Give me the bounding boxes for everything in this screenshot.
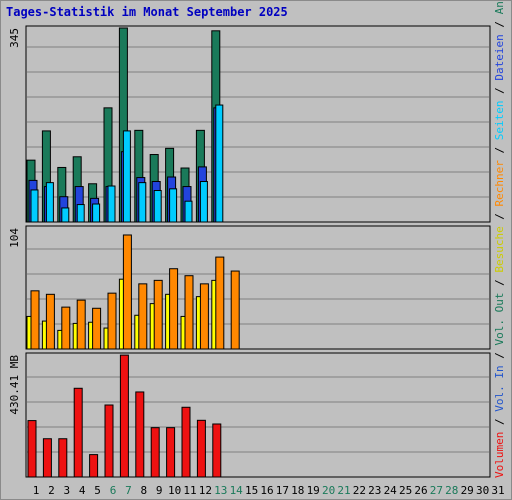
bar-requests-seiten-day-11 xyxy=(184,200,193,223)
x-tick-label-day-28: 28 xyxy=(445,484,458,497)
bar-visits-rechner-day-7 xyxy=(122,234,132,350)
bar-requests-seiten-day-5 xyxy=(92,203,101,223)
x-tick-label-day-17: 17 xyxy=(276,484,289,497)
bar-requests-seiten-day-12 xyxy=(199,181,208,223)
x-tick-label-day-9: 9 xyxy=(156,484,163,497)
bar-volume-volumen-day-7 xyxy=(119,354,129,478)
chart-title: Tages-Statistik im Monat September 2025 xyxy=(6,5,288,19)
bar-requests-seiten-day-4 xyxy=(76,204,85,223)
panel-volume xyxy=(25,352,491,478)
x-tick-label-day-21: 21 xyxy=(337,484,350,497)
legend-separator: / xyxy=(493,206,506,226)
bar-requests-seiten-day-6 xyxy=(107,185,116,223)
bar-volume-volumen-day-4 xyxy=(73,387,83,478)
legend-item-anfragen: Anfragen xyxy=(493,1,506,14)
bar-volume-volumen-day-6 xyxy=(104,404,114,478)
bar-visits-rechner-day-13 xyxy=(215,256,225,350)
bar-volume-volumen-day-3 xyxy=(58,438,68,478)
legend-item-seiten: Seiten xyxy=(493,100,506,140)
x-tick-label-day-5: 5 xyxy=(94,484,101,497)
panel-max-label-visits: 104 xyxy=(8,228,21,248)
bar-volume-volumen-day-12 xyxy=(196,419,206,478)
legend-item-volumen: Volumen xyxy=(493,432,506,478)
panel-visits xyxy=(25,225,491,350)
panel-max-label-requests: 345 xyxy=(8,28,21,48)
bar-visits-rechner-day-1 xyxy=(30,290,40,350)
bar-visits-rechner-day-3 xyxy=(61,306,71,350)
bar-volume-volumen-day-13 xyxy=(212,423,222,478)
bar-visits-rechner-day-10 xyxy=(169,268,179,350)
bar-volume-volumen-day-5 xyxy=(89,454,99,478)
bar-visits-rechner-day-14 xyxy=(230,270,240,350)
bar-requests-seiten-day-13 xyxy=(215,104,224,223)
x-tick-label-day-7: 7 xyxy=(125,484,132,497)
legend-separator: / xyxy=(493,140,506,160)
panel-requests xyxy=(25,25,491,223)
bar-requests-seiten-day-1 xyxy=(30,189,39,223)
bar-visits-rechner-day-9 xyxy=(153,279,163,350)
legend-item-besuche: Besuche xyxy=(493,226,506,272)
bar-requests-seiten-day-10 xyxy=(169,188,178,223)
bar-visits-rechner-day-5 xyxy=(92,307,102,350)
legend-separator: / xyxy=(493,14,506,34)
x-tick-label-day-8: 8 xyxy=(140,484,147,497)
bar-visits-rechner-day-8 xyxy=(138,283,148,350)
x-tick-label-day-10: 10 xyxy=(168,484,181,497)
legend-separator: / xyxy=(493,346,506,366)
x-tick-label-day-13: 13 xyxy=(214,484,227,497)
bar-volume-volumen-day-8 xyxy=(135,391,145,478)
x-tick-label-day-6: 6 xyxy=(110,484,117,497)
bar-visits-rechner-day-6 xyxy=(107,292,117,350)
x-tick-label-day-2: 2 xyxy=(48,484,55,497)
x-tick-label-day-22: 22 xyxy=(353,484,366,497)
bar-volume-volumen-day-9 xyxy=(150,427,160,478)
legend-separator: / xyxy=(493,273,506,293)
x-tick-label-day-19: 19 xyxy=(307,484,320,497)
x-tick-label-day-12: 12 xyxy=(199,484,212,497)
x-tick-label-day-20: 20 xyxy=(322,484,335,497)
legend-separator: / xyxy=(493,412,506,432)
bar-requests-seiten-day-9 xyxy=(153,190,162,223)
x-tick-label-day-3: 3 xyxy=(63,484,70,497)
x-tick-label-day-29: 29 xyxy=(461,484,474,497)
x-tick-label-day-23: 23 xyxy=(368,484,381,497)
x-tick-label-day-18: 18 xyxy=(291,484,304,497)
x-tick-label-day-11: 11 xyxy=(183,484,196,497)
x-tick-label-day-15: 15 xyxy=(245,484,258,497)
legend-item-volin: Vol. In xyxy=(493,365,506,411)
x-tick-label-day-14: 14 xyxy=(230,484,244,497)
bar-volume-volumen-day-1 xyxy=(27,420,37,478)
bar-visits-rechner-day-2 xyxy=(45,293,55,350)
x-tick-label-day-24: 24 xyxy=(384,484,398,497)
legend-item-rechner: Rechner xyxy=(493,160,506,207)
legend: Volumen / Vol. In / Vol. Out / Besuche /… xyxy=(493,1,506,478)
bar-requests-seiten-day-2 xyxy=(45,182,54,223)
bar-visits-rechner-day-11 xyxy=(184,275,194,350)
legend-separator: / xyxy=(493,81,506,101)
x-tick-label-day-26: 26 xyxy=(414,484,427,497)
x-tick-label-day-16: 16 xyxy=(260,484,273,497)
bar-requests-seiten-day-8 xyxy=(138,182,147,223)
x-tick-label-day-27: 27 xyxy=(430,484,443,497)
x-tick-label-day-25: 25 xyxy=(399,484,412,497)
x-tick-label-day-1: 1 xyxy=(33,484,40,497)
bar-volume-volumen-day-11 xyxy=(181,406,191,478)
legend-item-dateien: Dateien xyxy=(493,34,506,80)
bar-volume-volumen-day-2 xyxy=(42,438,52,478)
panel-max-label-volume: 430.41 MB xyxy=(8,355,21,415)
bar-requests-seiten-day-7 xyxy=(122,130,131,223)
bar-visits-rechner-day-12 xyxy=(199,283,209,350)
x-tick-label-day-4: 4 xyxy=(79,484,86,497)
bar-volume-volumen-day-10 xyxy=(166,427,176,478)
legend-item-volout: Vol. Out xyxy=(493,293,506,346)
bar-visits-rechner-day-4 xyxy=(76,299,86,350)
x-tick-label-day-31: 31 xyxy=(491,484,504,497)
x-tick-label-day-30: 30 xyxy=(476,484,489,497)
bar-requests-seiten-day-3 xyxy=(61,207,70,223)
